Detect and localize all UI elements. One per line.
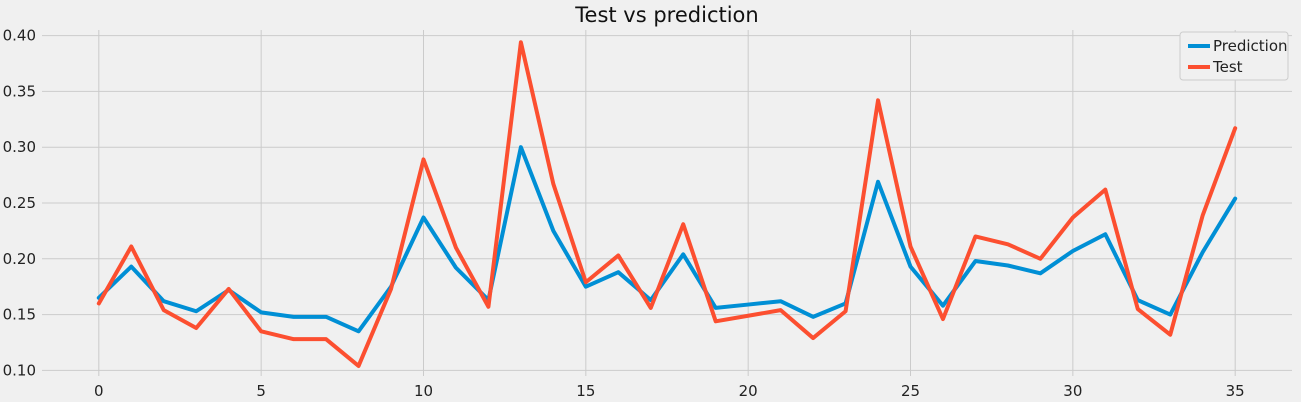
chart-title: Test vs prediction xyxy=(574,3,758,27)
y-tick-label: 0.40 xyxy=(3,27,36,45)
x-tick-label: 30 xyxy=(1063,382,1082,400)
y-tick-label: 0.35 xyxy=(3,82,36,100)
y-tick-label: 0.30 xyxy=(3,138,36,156)
grid xyxy=(42,30,1292,376)
tick-labels: 0 5 10 15 20 25 30 35 0.10 0.15 0.20 0.25 0.30 0.35 0.… xyxy=(3,27,1245,400)
y-tick-label: 0.20 xyxy=(3,250,36,268)
series-lines xyxy=(96,40,1238,368)
legend: Prediction Test xyxy=(1179,31,1289,81)
series-line-prediction xyxy=(96,145,1238,334)
x-tick-label: 10 xyxy=(414,382,433,400)
x-tick-label: 35 xyxy=(1226,382,1245,400)
y-tick-label: 0.10 xyxy=(3,361,36,379)
y-tick-label: 0.25 xyxy=(3,194,36,212)
legend-label-prediction: Prediction xyxy=(1213,37,1288,55)
x-tick-label: 15 xyxy=(576,382,595,400)
y-tick-label: 0.15 xyxy=(3,306,36,324)
x-tick-label: 25 xyxy=(901,382,920,400)
x-tick-label: 5 xyxy=(256,382,266,400)
x-tick-label: 20 xyxy=(739,382,758,400)
legend-label-test: Test xyxy=(1212,58,1243,76)
series-line-test xyxy=(96,40,1238,368)
x-tick-label: 0 xyxy=(94,382,104,400)
